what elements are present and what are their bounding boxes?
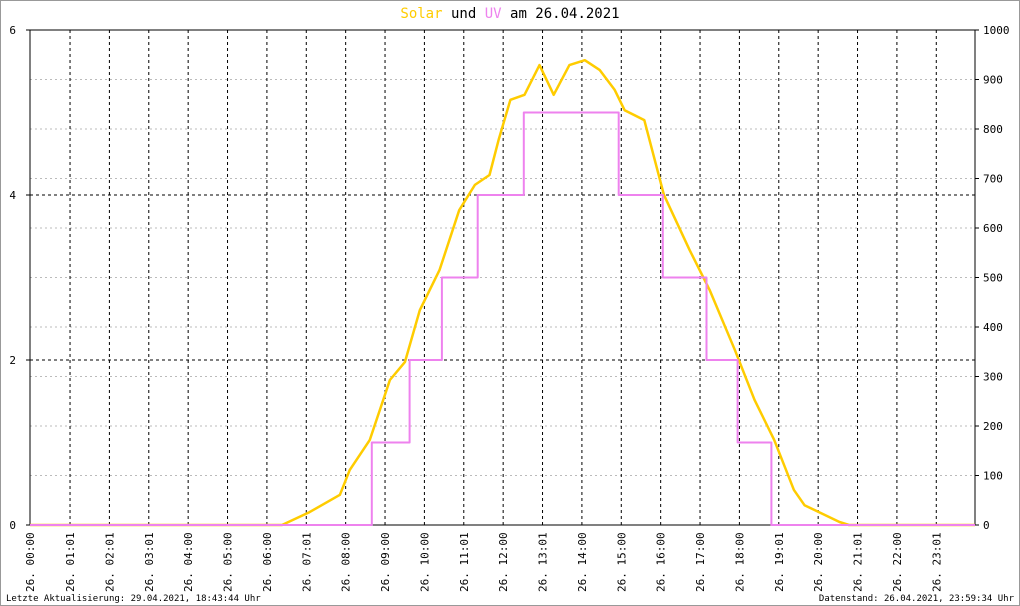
y2-tick-label: 1000 — [983, 24, 1010, 37]
x-tick-label: 26. 00:00 — [24, 532, 37, 592]
x-tick-label: 26. 16:00 — [655, 532, 668, 592]
x-tick-label: 26. 05:00 — [222, 532, 235, 592]
y2-tick-label: 400 — [983, 321, 1003, 334]
x-tick-label: 26. 09:00 — [379, 532, 392, 592]
x-tick-label: 26. 08:00 — [340, 532, 353, 592]
title-end: am 26.04.2021 — [510, 6, 620, 22]
x-tick-label: 26. 18:00 — [733, 532, 746, 592]
x-tick-label: 26. 19:01 — [773, 532, 786, 592]
y2-tick-label: 0 — [983, 519, 990, 532]
y-tick-label: 4 — [9, 189, 16, 202]
x-tick-label: 26. 11:01 — [458, 532, 471, 592]
y2-tick-label: 300 — [983, 371, 1003, 384]
x-tick-label: 26. 06:00 — [261, 532, 274, 592]
x-tick-label: 26. 01:01 — [64, 532, 77, 592]
y2-tick-label: 700 — [983, 173, 1003, 186]
x-tick-label: 26. 07:01 — [300, 532, 313, 592]
x-tick-label: 26. 22:00 — [891, 532, 904, 592]
footer-left: Letzte Aktualisierung: 29.04.2021, 18:43… — [6, 594, 261, 604]
title-middle: und — [451, 6, 476, 22]
title-solar: Solar — [400, 6, 442, 22]
y-tick-label: 0 — [9, 519, 16, 532]
x-tick-label: 26. 17:00 — [694, 532, 707, 592]
footer-right: Datenstand: 26.04.2021, 23:59:34 Uhr — [819, 594, 1015, 604]
chart-title: Solar und UV am 26.04.2021 — [400, 6, 619, 22]
y2-tick-label: 900 — [983, 74, 1003, 87]
x-tick-label: 26. 13:01 — [537, 532, 550, 592]
x-tick-label: 26. 21:01 — [852, 532, 865, 592]
title-uv: UV — [485, 6, 502, 22]
plot-border — [29, 29, 976, 526]
x-tick-label: 26. 03:01 — [143, 532, 156, 592]
y-tick-label: 2 — [9, 354, 16, 367]
x-tick-label: 26. 15:00 — [615, 532, 628, 592]
y2-tick-label: 600 — [983, 222, 1003, 235]
x-tick-label: 26. 12:00 — [497, 532, 510, 592]
series-line — [30, 58, 975, 527]
x-tick-label: 26. 14:00 — [576, 532, 589, 592]
y2-tick-label: 800 — [983, 123, 1003, 136]
x-tick-label: 26. 20:00 — [812, 532, 825, 592]
y-tick-label: 6 — [9, 24, 16, 37]
x-tick-label: 26. 23:01 — [930, 532, 943, 592]
y2-tick-label: 500 — [983, 272, 1003, 285]
y2-tick-label: 100 — [983, 470, 1003, 483]
y2-tick-label: 200 — [983, 420, 1003, 433]
series-line — [30, 111, 975, 526]
x-tick-label: 26. 04:00 — [182, 532, 195, 592]
x-tick-label: 26. 02:01 — [103, 532, 116, 592]
x-tick-label: 26. 10:00 — [418, 532, 431, 592]
